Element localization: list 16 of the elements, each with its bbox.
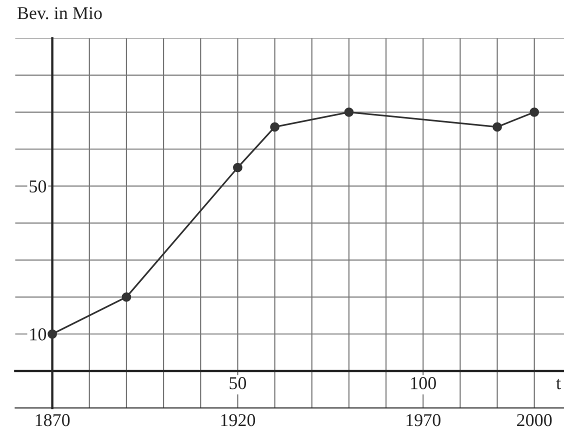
x2-tick-label: 50 <box>230 377 246 390</box>
point <box>233 162 242 172</box>
x2-axis-title: t <box>556 378 561 390</box>
x-tick-label: 2000 <box>517 414 552 426</box>
point <box>344 107 354 117</box>
point <box>492 122 502 132</box>
point <box>270 122 280 132</box>
x-tick-label: 1970 <box>406 414 440 426</box>
y-axis-title: Bev. in Mio <box>17 7 102 20</box>
y-tick-label: 10 <box>30 328 46 340</box>
x2-tick-label: 100 <box>411 377 436 390</box>
point <box>122 292 132 302</box>
point <box>530 107 540 117</box>
x-tick-label: 1920 <box>221 414 256 426</box>
point <box>48 329 57 339</box>
x-tick-label: 1870 <box>36 414 70 426</box>
